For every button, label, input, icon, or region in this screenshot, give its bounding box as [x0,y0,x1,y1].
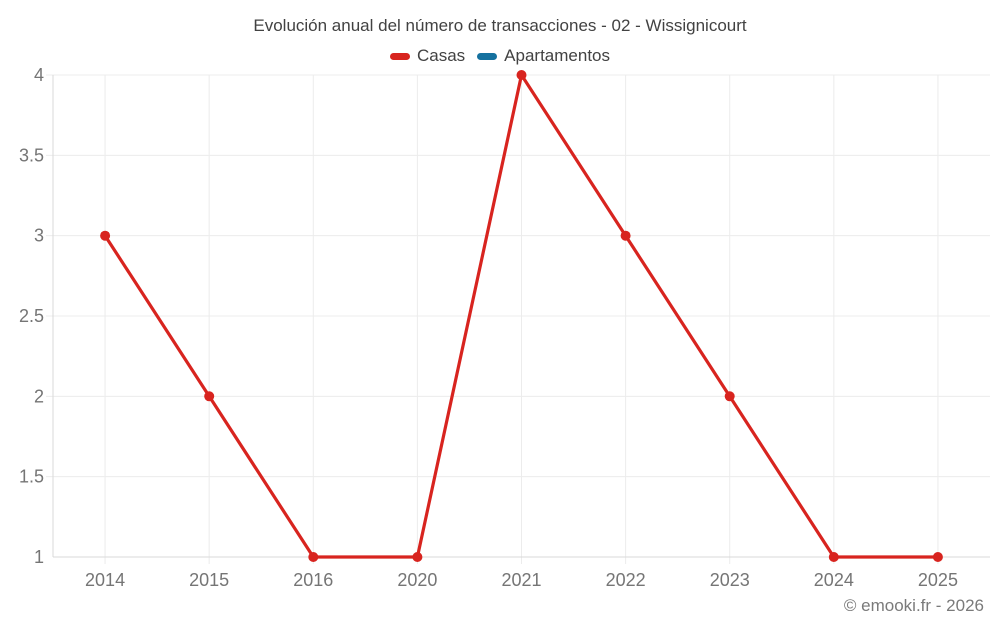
y-tick-label: 2.5 [19,306,44,326]
y-tick-label: 2 [34,386,44,406]
data-point-marker [724,391,735,402]
y-tick-label: 3 [34,226,44,246]
x-tick-label: 2016 [293,570,333,590]
x-tick-label: 2022 [606,570,646,590]
data-point-marker [932,552,943,562]
data-point-marker [308,552,319,562]
x-tick-label: 2025 [918,570,958,590]
x-tick-label: 2015 [189,570,229,590]
legend-swatch-icon [389,52,410,60]
legend-swatch-icon [477,52,498,60]
x-tick-label: 2020 [397,570,437,590]
x-tick-label: 2023 [710,570,750,590]
legend-label: Apartamentos [504,46,611,65]
x-tick-label: 2021 [501,570,541,590]
data-point-marker [100,230,111,241]
copyright-footer: © emooki.fr - 2026 [843,596,984,615]
legend-item-apartamentos[interactable]: Apartamentos [477,46,610,66]
chart-title: Evolución anual del número de transaccio… [253,16,747,35]
chart-legend: Casas Apartamentos [0,46,1000,66]
y-tick-label: 3.5 [19,145,44,165]
x-tick-label: 2014 [85,570,125,590]
data-point-marker [412,552,423,562]
legend-label: Casas [416,46,466,65]
y-tick-label: 1 [34,547,44,567]
x-tick-label: 2024 [814,570,854,590]
legend-item-casas[interactable]: Casas [389,46,466,66]
data-point-marker [516,70,527,80]
data-point-marker [620,230,631,241]
data-point-marker [204,391,215,402]
y-tick-label: 4 [34,65,44,85]
y-tick-label: 1.5 [19,467,44,487]
data-point-marker [828,552,839,562]
